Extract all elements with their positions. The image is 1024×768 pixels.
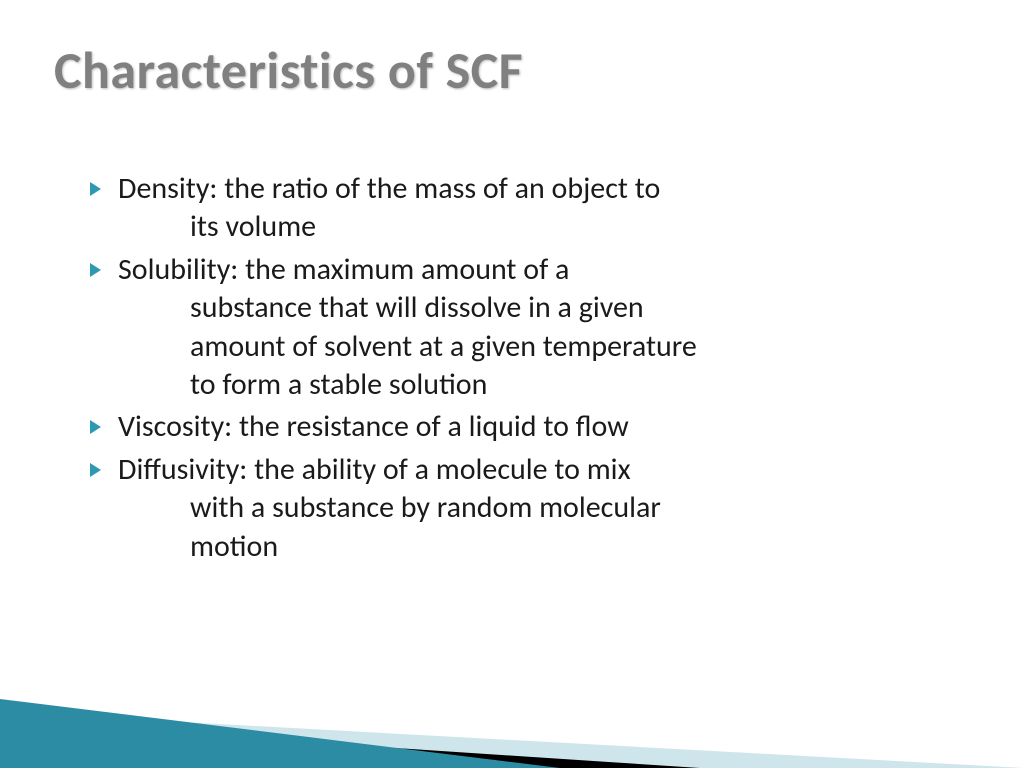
bullet-cont-line: motion <box>118 528 984 566</box>
deco-triangle-light <box>0 712 1024 768</box>
deco-triangle-teal <box>0 699 560 768</box>
bullet-text: Solubility: the maximum amount of a subs… <box>118 251 984 405</box>
bullet-cont-line: amount of solvent at a given temperature <box>118 328 984 366</box>
bullet-text: Diffusivity: the ability of a molecule t… <box>118 451 984 566</box>
bullet-first-line: Viscosity: the resistance of a liquid to… <box>118 408 629 445</box>
slide: Characteristics of SCF Density: the rati… <box>0 0 1024 768</box>
corner-decoration <box>0 640 1024 768</box>
bullet-item: Density: the ratio of the mass of an obj… <box>90 170 984 247</box>
bullet-list: Density: the ratio of the mass of an obj… <box>90 170 984 570</box>
bullet-text: Viscosity: the resistance of a liquid to… <box>118 408 629 445</box>
bullet-first-line: Diffusivity: the ability of a molecule t… <box>118 451 631 488</box>
bullet-cont-line: with a substance by random molecular <box>118 489 984 527</box>
bullet-cont-line: to form a stable solution <box>118 366 984 404</box>
slide-title: Characteristics of SCF <box>54 38 523 102</box>
bullet-icon <box>90 182 101 196</box>
bullet-icon <box>90 420 101 434</box>
bullet-item: Viscosity: the resistance of a liquid to… <box>90 408 984 446</box>
bullet-first-line: Solubility: the maximum amount of a <box>118 251 569 288</box>
bullet-cont-line: its volume <box>118 208 984 246</box>
bullet-item: Solubility: the maximum amount of a subs… <box>90 251 984 405</box>
bullet-text: Density: the ratio of the mass of an obj… <box>118 170 984 247</box>
bullet-first-line: Density: the ratio of the mass of an obj… <box>118 170 660 207</box>
bullet-icon <box>90 263 101 277</box>
bullet-cont-line: substance that will dissolve in a given <box>118 289 984 327</box>
deco-triangle-black <box>0 722 700 768</box>
bullet-icon <box>90 463 101 477</box>
bullet-item: Diffusivity: the ability of a molecule t… <box>90 451 984 566</box>
